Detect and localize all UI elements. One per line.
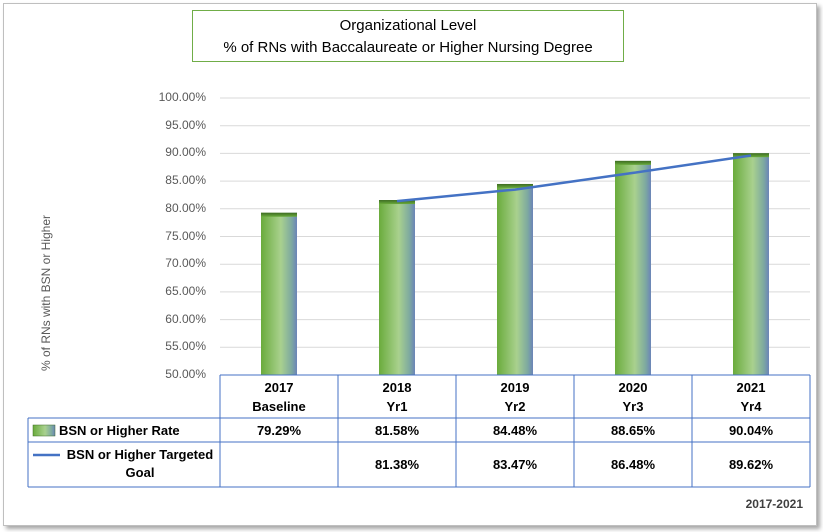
bar-top — [497, 183, 533, 188]
table-value: 81.58% — [374, 423, 420, 438]
table-value: 88.65% — [610, 423, 656, 438]
y-tick-label: 100.00% — [158, 90, 206, 104]
bar — [615, 160, 651, 375]
category-label: 2020 Yr3 — [618, 380, 648, 414]
y-tick-label: 75.00% — [165, 228, 206, 243]
y-tick-label: 65.00% — [165, 283, 206, 298]
legend-goal-label: BSN or Higher Targeted Goal — [66, 447, 214, 480]
table-value: 84.48% — [492, 423, 538, 438]
goal-line — [396, 154, 752, 203]
bar — [379, 200, 415, 375]
table-value: 83.47% — [492, 457, 538, 472]
y-tick-label: 50.00% — [165, 367, 206, 381]
footer-date-range: 2017-2021 — [745, 497, 803, 511]
bar-top — [733, 153, 769, 158]
bar-top — [379, 200, 415, 205]
chart-title-line1: Organizational Level — [339, 17, 477, 34]
chart-title-line2: % of RNs with Baccalaureate or Higher Nu… — [223, 39, 593, 56]
legend-bar-key — [32, 424, 56, 437]
table-value: 79.29% — [256, 423, 302, 438]
y-tick-label: 80.00% — [165, 200, 206, 215]
bar-top — [261, 212, 297, 217]
category-label: 2019 Yr2 — [500, 380, 530, 414]
y-tick-label: 85.00% — [165, 173, 206, 188]
table-value: 89.62% — [728, 457, 774, 472]
category-label: 2021 Yr4 — [736, 380, 766, 414]
y-tick-label: 70.00% — [165, 256, 206, 271]
y-tick-label: 60.00% — [165, 311, 206, 326]
y-tick-label: 95.00% — [165, 117, 206, 132]
bar — [261, 212, 297, 375]
table-value: 86.48% — [610, 457, 656, 472]
legend-rate-label: BSN or Higher Rate — [59, 423, 180, 438]
bar — [497, 183, 533, 375]
bar — [733, 153, 769, 375]
y-tick-label: 55.00% — [165, 339, 206, 354]
chart-title: Organizational Level % of RNs with Bacca… — [192, 10, 624, 62]
table-value: 81.38% — [374, 457, 420, 472]
table-value: 90.04% — [728, 423, 774, 438]
category-label: 2018 Yr1 — [382, 380, 412, 414]
y-tick-label: 90.00% — [165, 145, 206, 160]
bar-top — [615, 160, 651, 165]
category-label: 2017 Baseline — [252, 380, 306, 414]
